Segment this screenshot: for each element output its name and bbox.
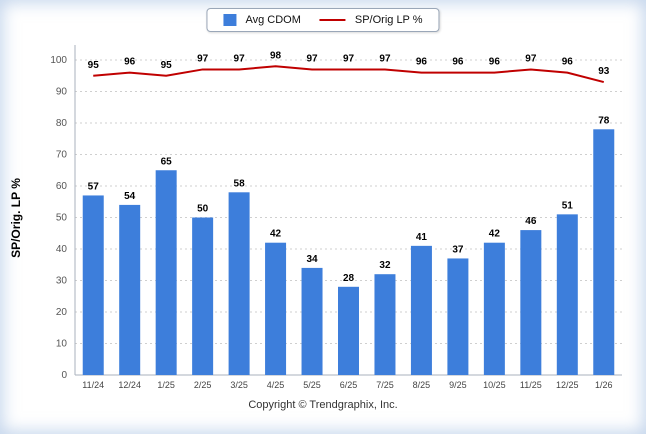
bar-value-label: 28	[343, 273, 355, 284]
y-tick-label: 0	[61, 370, 67, 381]
x-tick-label: 10/25	[483, 380, 506, 390]
y-tick-label: 10	[56, 339, 68, 350]
bar	[265, 242, 287, 375]
x-tick-label: 6/25	[340, 380, 358, 390]
x-tick-label: 8/25	[413, 380, 431, 390]
bar	[82, 195, 104, 375]
x-tick-label: 1/26	[595, 380, 613, 390]
x-tick-label: 4/25	[267, 380, 285, 390]
bar	[301, 267, 323, 375]
bar	[556, 214, 578, 375]
bar	[483, 242, 505, 375]
x-tick-label: 9/25	[449, 380, 467, 390]
line-value-label: 96	[489, 57, 501, 68]
bar-value-label: 57	[88, 181, 100, 192]
y-tick-label: 100	[50, 55, 67, 66]
line-value-label: 97	[306, 53, 318, 64]
x-tick-label: 11/25	[520, 380, 542, 390]
legend: Avg CDOM SP/Orig LP %	[206, 8, 440, 32]
bar	[192, 217, 214, 375]
line-value-label: 98	[270, 50, 282, 61]
y-axis-title: SP/Orig. LP %	[9, 178, 23, 258]
bar-value-label: 50	[197, 204, 209, 215]
legend-bar-swatch	[223, 14, 237, 26]
bar-value-label: 37	[452, 244, 464, 255]
bar-value-label: 46	[525, 216, 537, 227]
y-tick-label: 90	[56, 87, 68, 98]
line-series	[93, 65, 605, 84]
line-value-label: 97	[234, 53, 246, 64]
line-value-label: 96	[452, 57, 464, 68]
line-value-label: 96	[416, 57, 428, 68]
bar	[447, 258, 469, 375]
bar-value-label: 54	[124, 191, 136, 202]
y-tick-label: 70	[56, 150, 68, 161]
x-tick-label: 2/25	[194, 380, 212, 390]
bar	[593, 129, 615, 375]
bar	[410, 245, 432, 375]
legend-line-label: SP/Orig LP %	[354, 14, 423, 26]
bar-value-label: 32	[379, 260, 391, 271]
bar-value-label: 42	[270, 229, 282, 240]
x-tick-label: 12/25	[556, 380, 579, 390]
bar-value-label: 65	[161, 156, 173, 167]
bar-value-label: 78	[598, 115, 610, 126]
y-tick-label: 30	[56, 276, 68, 287]
line-value-label: 97	[343, 53, 355, 64]
x-tick-label: 3/25	[230, 380, 248, 390]
copyright: Copyright © Trendgraphix, Inc.	[248, 399, 398, 411]
x-tick-label: 1/25	[157, 380, 175, 390]
bar	[228, 192, 250, 375]
line-value-label: 96	[562, 57, 574, 68]
x-tick-label: 12/24	[118, 380, 141, 390]
bar-value-label: 58	[234, 178, 246, 189]
line-value-label: 97	[379, 53, 391, 64]
bar-value-label: 42	[489, 229, 501, 240]
legend-bar-label: Avg CDOM	[245, 14, 301, 26]
y-tick-label: 50	[56, 213, 68, 224]
line-value-label: 93	[598, 66, 610, 77]
bar	[520, 230, 542, 375]
line-value-label: 97	[197, 53, 209, 64]
legend-line-swatch	[319, 19, 346, 21]
x-tick-label: 5/25	[303, 380, 321, 390]
x-tick-label: 7/25	[376, 380, 394, 390]
bar-value-label: 41	[416, 232, 428, 243]
line-value-label: 95	[88, 60, 100, 71]
bar	[374, 274, 396, 375]
y-tick-label: 80	[56, 118, 68, 129]
y-tick-label: 60	[56, 181, 68, 192]
line-value-label: 97	[525, 53, 537, 64]
x-tick-label: 11/24	[82, 380, 104, 390]
bar-value-label: 34	[306, 254, 318, 265]
bar-value-label: 51	[562, 200, 574, 211]
bar	[338, 286, 359, 375]
bar	[155, 170, 177, 375]
bar	[119, 204, 141, 375]
line-value-label: 96	[124, 57, 136, 68]
line-value-label: 95	[161, 60, 173, 71]
y-tick-label: 40	[56, 244, 68, 255]
y-tick-label: 20	[56, 307, 68, 318]
